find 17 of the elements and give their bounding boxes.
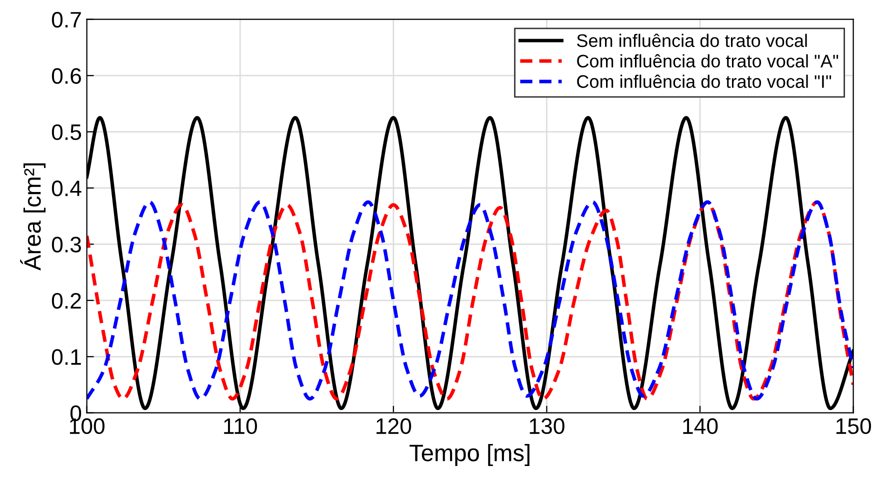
- x-tick-label: 130: [530, 418, 564, 434]
- y-tick-label: 0.6: [52, 68, 81, 84]
- y-tick-label: 0.1: [52, 349, 81, 365]
- legend-label: Com influência do trato vocal "A": [577, 54, 838, 68]
- y-tick-label: 0.2: [52, 292, 81, 309]
- x-tick-label: 150: [836, 418, 871, 434]
- y-axis-title: Área [cm²]: [20, 163, 46, 270]
- x-tick-label: 140: [683, 418, 718, 434]
- legend-label: Com influência do trato vocal "I": [577, 74, 832, 88]
- x-tick-label: 110: [224, 418, 257, 434]
- y-tick-label: 0.4: [52, 180, 82, 196]
- x-tick-label: 120: [376, 418, 412, 434]
- x-axis-title: Tempo [ms]: [410, 444, 530, 466]
- y-tick-label: 0.7: [52, 12, 81, 28]
- y-tick-label: 0.3: [52, 236, 81, 252]
- legend-label: Sem influência do trato vocal: [577, 34, 807, 48]
- y-tick-label: 0.5: [52, 124, 82, 140]
